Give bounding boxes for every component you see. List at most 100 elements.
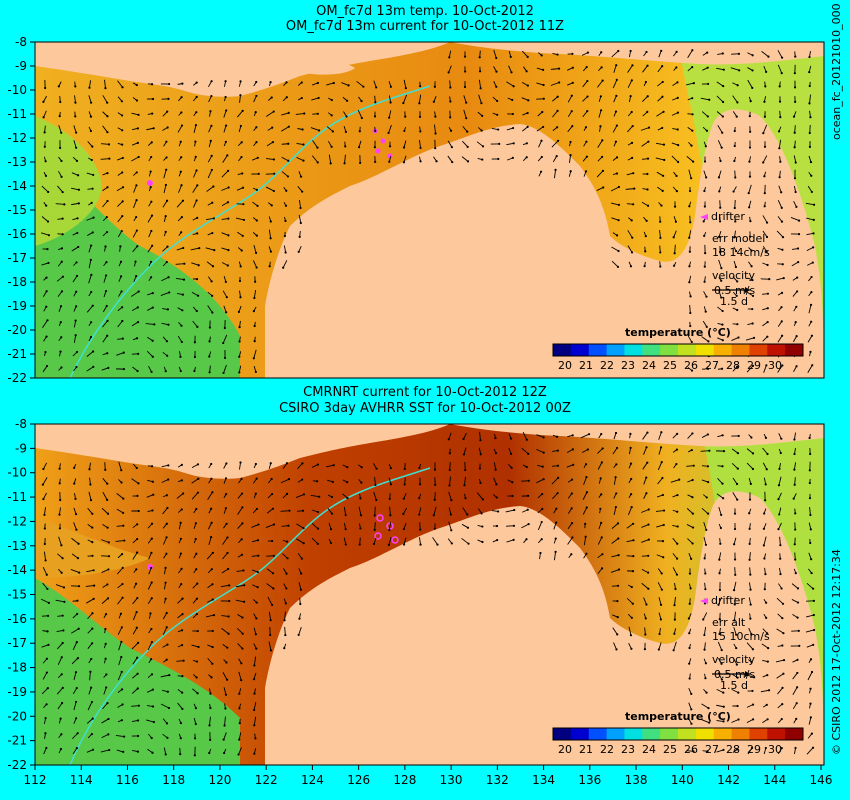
lon-tick-label: 128 <box>393 773 416 787</box>
bottom-lon-axis: 112 114 116 118 120 122 124 126 128 130 132 134 136 1… <box>24 765 833 787</box>
bottom-legend-velocity-days: 1.5 d <box>720 679 748 692</box>
top-colorbar-title: temperature (°C) <box>625 326 731 339</box>
colorbar-tick-label: 23 <box>621 743 635 756</box>
lat-tick-label: -19 <box>7 685 27 699</box>
lon-tick-label: 144 <box>763 773 786 787</box>
top-side-label: ocean_fc_20121010_000 <box>830 3 843 140</box>
lat-tick-label: -11 <box>7 107 27 121</box>
lat-tick-label: -22 <box>7 371 27 385</box>
bottom-legend-drifter: drifter <box>711 594 745 607</box>
colorbar-tick-label: 20 <box>558 359 572 372</box>
lat-tick-label: -10 <box>7 83 27 97</box>
lat-tick-label: -15 <box>7 203 27 217</box>
bottom-drifter-marker <box>147 564 153 570</box>
lat-tick-label: -18 <box>7 661 27 675</box>
bottom-australia-land <box>265 491 824 765</box>
colorbar-tick-label: 22 <box>600 743 614 756</box>
lat-tick-label: -9 <box>15 59 27 73</box>
top-drifter-marker <box>147 180 153 186</box>
lat-tick-label: -17 <box>7 251 27 265</box>
lat-tick-label: -16 <box>7 612 27 626</box>
lat-tick-label: -8 <box>15 418 27 431</box>
lon-tick-label: 132 <box>486 773 509 787</box>
bottom-legend-err-label: err alt <box>712 616 746 629</box>
bottom-colorbar: temperature (°C) 20 21 22 23 24 25 26 27 28 29 30 <box>552 710 804 756</box>
bottom-colorbar-title: temperature (°C) <box>625 710 731 723</box>
colorbar-tick-label: 23 <box>621 359 635 372</box>
lat-tick-label: -20 <box>7 709 27 723</box>
colorbar-tick-label: 21 <box>579 743 593 756</box>
colorbar-tick-label: 20 <box>558 743 572 756</box>
top-legend-velocity-value: 0.5 m/s <box>714 284 755 297</box>
lon-tick-label: 122 <box>255 773 278 787</box>
drifter-icon <box>700 598 708 604</box>
lon-tick-label: 126 <box>347 773 370 787</box>
lat-tick-label: -9 <box>15 441 27 455</box>
lon-tick-label: 114 <box>70 773 93 787</box>
lon-tick-label: 138 <box>625 773 648 787</box>
top-legend-err-value: 18 14cm/s <box>712 246 770 259</box>
lon-tick-label: 130 <box>440 773 463 787</box>
colorbar-tick-label: 30 <box>768 359 782 372</box>
colorbar-tick-label: 28 <box>726 359 740 372</box>
bottom-current-arrows <box>40 431 816 757</box>
colorbar-tick-label: 27 <box>705 359 719 372</box>
top-australia-land <box>265 109 824 378</box>
top-lat-axis: -8 -9 -10 -11 -12 -13 -14 -15 -16 -17 -18 -19 -20 -21… <box>7 36 35 385</box>
colorbar-tick-label: 26 <box>684 359 698 372</box>
lat-tick-label: -8 <box>15 36 27 49</box>
bottom-title-line2: CSIRO 3day AVHRR SST for 10-Oct-2012 00Z <box>279 401 571 416</box>
bottom-map-area <box>35 424 824 766</box>
top-current-arrows <box>40 49 816 375</box>
lat-tick-label: -16 <box>7 227 27 241</box>
top-title-line2: OM_fc7d 13m current for 10-Oct-2012 11Z <box>285 19 565 34</box>
colorbar-tick-label: 24 <box>642 743 656 756</box>
top-map-panel: -8 -9 -10 -11 -12 -13 -14 -15 -16 -17 -18 -19 -20 -21… <box>7 36 825 385</box>
bottom-title-line1: CMRNRT current for 10-Oct-2012 12Z <box>303 385 547 400</box>
lat-tick-label: -22 <box>7 758 27 772</box>
colorbar-tick-label: 21 <box>579 359 593 372</box>
colorbar-tick-label: 30 <box>768 743 782 756</box>
top-legend-err-label: err model <box>712 232 765 245</box>
lon-tick-label: 112 <box>24 773 47 787</box>
top-legend: drifter err model 18 14cm/s velocity 0.5… <box>700 210 770 308</box>
lon-tick-label: 136 <box>578 773 601 787</box>
bottom-lat-axis: -8 -9 -10 -11 -12 -13 -14 -15 -16 -17 -18 -19 -20 -21… <box>7 418 35 772</box>
lat-tick-label: -19 <box>7 299 27 313</box>
lat-tick-label: -17 <box>7 636 27 650</box>
drifter-icon <box>700 214 708 220</box>
top-legend-velocity-days: 1.5 d <box>720 295 748 308</box>
lat-tick-label: -14 <box>7 179 27 193</box>
lat-tick-label: -12 <box>7 131 27 145</box>
top-colorbar: temperature (°C) 20 21 22 23 24 25 26 27 28 29 30 <box>552 326 804 372</box>
top-indonesia-islands <box>35 42 450 97</box>
bottom-side-label: © CSIRO 2012 17-Oct-2012 12:17:34 <box>830 549 843 755</box>
lat-tick-label: -13 <box>7 539 27 553</box>
top-title-line1: OM_fc7d 13m temp. 10-Oct-2012 <box>316 4 534 19</box>
lon-tick-label: 116 <box>116 773 139 787</box>
top-legend-velocity-label: velocity <box>712 269 755 282</box>
lat-tick-label: -15 <box>7 588 27 602</box>
lon-tick-label: 120 <box>208 773 231 787</box>
arrow-icon <box>745 287 750 293</box>
lat-tick-label: -12 <box>7 514 27 528</box>
lat-tick-label: -18 <box>7 275 27 289</box>
lat-tick-label: -13 <box>7 155 27 169</box>
lon-tick-label: 142 <box>717 773 740 787</box>
lat-tick-label: -21 <box>7 347 27 361</box>
lat-tick-label: -10 <box>7 466 27 480</box>
colorbar-tick-label: 24 <box>642 359 656 372</box>
lat-tick-label: -11 <box>7 490 27 504</box>
arrow-icon <box>745 671 750 677</box>
top-legend-drifter: drifter <box>711 210 745 223</box>
lon-tick-label: 118 <box>162 773 185 787</box>
lon-tick-label: 124 <box>301 773 324 787</box>
bottom-indonesia-islands <box>35 424 450 479</box>
bottom-map-panel: -8 -9 -10 -11 -12 -13 -14 -15 -16 -17 -18 -19 -20 -21… <box>7 418 833 787</box>
colorbar-tick-label: 27 <box>705 743 719 756</box>
bottom-legend-velocity-label: velocity <box>712 653 755 666</box>
colorbar-tick-label: 26 <box>684 743 698 756</box>
lon-tick-label: 146 <box>810 773 833 787</box>
colorbar-tick-label: 29 <box>747 359 761 372</box>
lat-tick-label: -14 <box>7 563 27 577</box>
